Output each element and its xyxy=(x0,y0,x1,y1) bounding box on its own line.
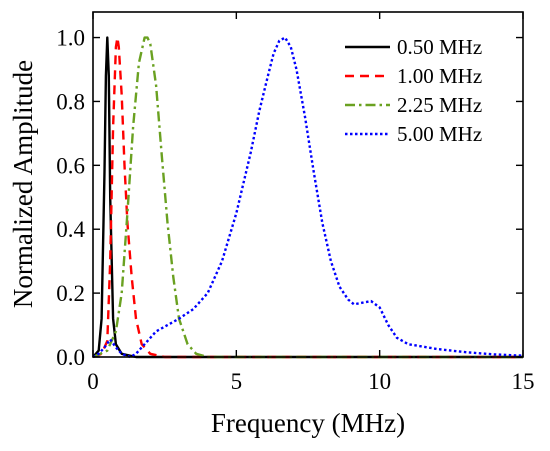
plot-area-background xyxy=(93,12,523,357)
x-tick-label: 5 xyxy=(231,369,243,394)
y-tick-label: 0.4 xyxy=(56,217,85,242)
legend-label-0: 0.50 MHz xyxy=(397,35,482,59)
y-tick-label: 0.0 xyxy=(56,345,85,370)
y-tick-label: 0.2 xyxy=(56,281,85,306)
legend-label-3: 5.00 MHz xyxy=(397,122,482,146)
y-axis-title: Normalized Amplitude xyxy=(8,60,38,308)
series-line-3 xyxy=(92,36,524,359)
tick-layer: 0 5 10 15 0.0 0.2 0.4 0.6 0.8 1.0 xyxy=(56,12,535,394)
plot-frame xyxy=(92,11,524,358)
x-axis-title: Frequency (MHz) xyxy=(211,408,405,438)
x-tick-label: 15 xyxy=(512,369,535,394)
x-tick-label: 10 xyxy=(368,369,391,394)
y-tick-label: 0.8 xyxy=(56,89,85,114)
y-tick-label: 1.0 xyxy=(56,26,85,51)
legend: 0.50 MHz 1.00 MHz 2.25 MHz 5.00 MHz xyxy=(345,35,482,146)
y-tick-label: 0.6 xyxy=(56,153,85,178)
legend-label-1: 1.00 MHz xyxy=(397,64,482,88)
series-line-2 xyxy=(92,36,523,359)
series-layer xyxy=(92,36,524,359)
x-tick-label: 0 xyxy=(87,369,99,394)
legend-label-2: 2.25 MHz xyxy=(397,93,482,117)
series-line-1 xyxy=(92,36,523,359)
series-line-0 xyxy=(92,36,523,359)
